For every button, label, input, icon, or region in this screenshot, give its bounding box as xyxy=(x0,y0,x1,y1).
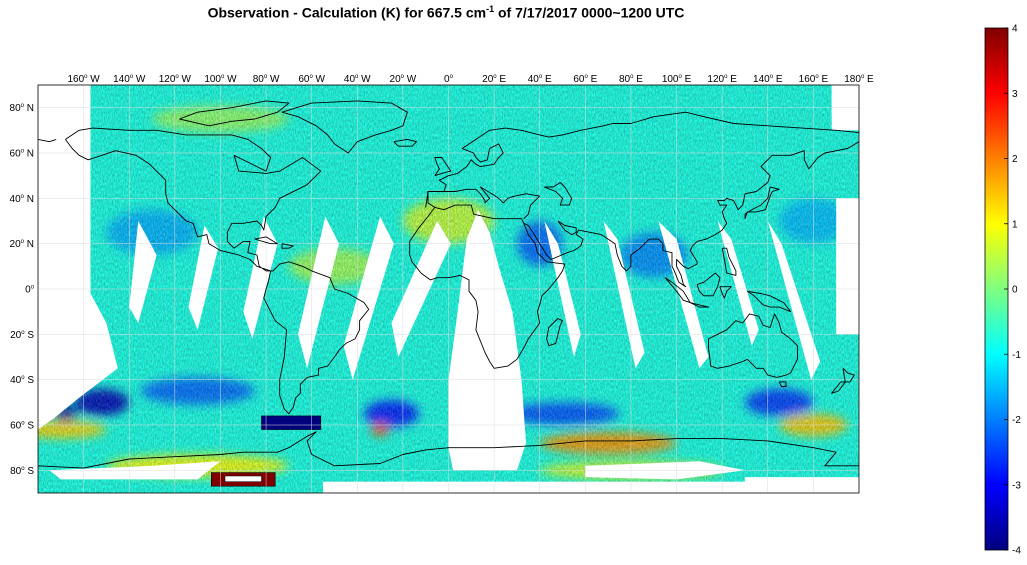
x-tick-label: 40o E xyxy=(528,74,552,85)
no-data-region-6 xyxy=(448,209,526,471)
coastline-20 xyxy=(719,286,732,299)
gridlines xyxy=(38,85,859,493)
coastline-11 xyxy=(434,157,452,177)
coastline-8 xyxy=(409,204,566,369)
coastline-5 xyxy=(38,138,57,143)
y-tick-label: 60o S xyxy=(10,421,34,432)
x-tick-label: 140o E xyxy=(753,74,783,85)
x-tick-label: 80o E xyxy=(619,74,643,85)
coastline-13 xyxy=(708,313,798,378)
x-tick-label: 120o W xyxy=(159,74,192,85)
title-text: Observation - Calculation (K) for 667.5 … xyxy=(207,4,487,21)
coastline-16 xyxy=(744,186,780,219)
x-tick-labels: 160o W 140o W 120o W 100o W 80o W 60o W 40o W 2… xyxy=(67,74,874,85)
colorbar-tick-label: -3 xyxy=(1012,480,1021,491)
coastline-3 xyxy=(179,100,290,127)
coastline-6 xyxy=(523,141,859,288)
x-tick-label: 160o E xyxy=(799,74,829,85)
no-data-gaps xyxy=(38,85,859,493)
y-tick-label: 80o S xyxy=(10,466,34,477)
x-tick-label: 20o W xyxy=(390,74,417,85)
x-tick-label: 100o W xyxy=(204,74,237,85)
no-data-region-4 xyxy=(744,477,859,493)
coastline-4 xyxy=(425,111,859,208)
x-tick-label: 160o W xyxy=(67,74,100,85)
colorbar-tick-label: 4 xyxy=(1012,24,1018,35)
coastline-15 xyxy=(831,367,855,394)
coastline-24 xyxy=(281,243,294,249)
coastline-7 xyxy=(557,220,577,236)
y-tick-label: 40o S xyxy=(10,375,34,386)
colorbar-tick-label: -2 xyxy=(1012,415,1021,426)
coastline-19 xyxy=(696,272,721,297)
no-data-region-2 xyxy=(836,198,859,335)
map-area xyxy=(38,85,859,493)
no-data-region-14 xyxy=(603,221,645,369)
y-tick-labels: 80o N 60o N 40o N 20o N 0o 20o S 40o S 60o S 80o… xyxy=(10,103,35,477)
title-superscript: -1 xyxy=(486,4,495,14)
map-frame xyxy=(37,84,860,494)
no-data-region-7 xyxy=(129,221,157,323)
y-tick-label: 20o S xyxy=(10,330,34,341)
coastline-10 xyxy=(544,182,573,206)
colorbar-tick-label: 1 xyxy=(1012,219,1018,230)
y-tick-label: 80o N xyxy=(10,103,34,114)
no-data-region-5 xyxy=(38,293,118,430)
colorbar-tick-label: 2 xyxy=(1012,154,1018,165)
chart-title: Observation - Calculation (K) for 667.5 … xyxy=(0,4,892,21)
colorbar-tick-label: 3 xyxy=(1012,89,1018,100)
colorbar-tick-label: -4 xyxy=(1012,546,1021,557)
coastline-0 xyxy=(65,127,370,415)
no-data-region-10 xyxy=(298,216,339,369)
coastline-25 xyxy=(38,431,859,469)
coastline-22 xyxy=(721,247,737,276)
x-tick-label: 60o E xyxy=(573,74,597,85)
y-tick-label: 40o N xyxy=(10,194,34,205)
no-data-region-17 xyxy=(767,221,821,380)
no-data-region-11 xyxy=(343,216,394,380)
x-tick-label: 120o E xyxy=(707,74,737,85)
x-tick-label: 40o W xyxy=(344,74,371,85)
coastline-21 xyxy=(747,290,792,313)
coastline-18 xyxy=(690,302,709,308)
no-data-region-0 xyxy=(38,85,91,294)
coastline-9 xyxy=(427,186,541,220)
y-tick-label: 0o xyxy=(25,285,35,296)
coastline-1 xyxy=(281,100,408,154)
title-suffix: of 7/17/2017 0000~1200 UTC xyxy=(494,4,685,21)
colorbar-tick-label: 0 xyxy=(1012,285,1018,296)
x-tick-label: 180o E xyxy=(844,74,874,85)
x-tick-label: 140o W xyxy=(113,74,146,85)
coastline-12 xyxy=(546,318,563,347)
coastline-14 xyxy=(778,381,787,387)
special-block-hole xyxy=(224,475,262,482)
coastlines xyxy=(38,100,859,469)
colorbar-tick-label: -1 xyxy=(1012,350,1021,361)
special-block-1 xyxy=(261,415,322,430)
x-tick-label: 20o E xyxy=(482,74,506,85)
no-data-region-3 xyxy=(323,481,745,493)
colorbar-ticks: 4 3 2 1 0 -1 -2 -3 -4 xyxy=(1004,24,1021,557)
colorbar: 4 3 2 1 0 -1 -2 -3 -4 xyxy=(984,24,1021,557)
x-tick-label: 80o W xyxy=(253,74,280,85)
x-tick-label: 100o E xyxy=(662,74,692,85)
x-tick-label: 60o W xyxy=(298,74,325,85)
coastline-23 xyxy=(254,236,278,245)
no-data-region-9 xyxy=(243,216,278,339)
y-tick-label: 20o N xyxy=(10,239,34,250)
x-tick-label: 0o xyxy=(444,74,454,85)
coastline-2 xyxy=(393,138,418,147)
no-data-region-8 xyxy=(188,225,219,330)
no-data-region-15 xyxy=(658,221,709,369)
y-tick-label: 60o N xyxy=(10,149,34,160)
special-blocks xyxy=(211,415,322,487)
